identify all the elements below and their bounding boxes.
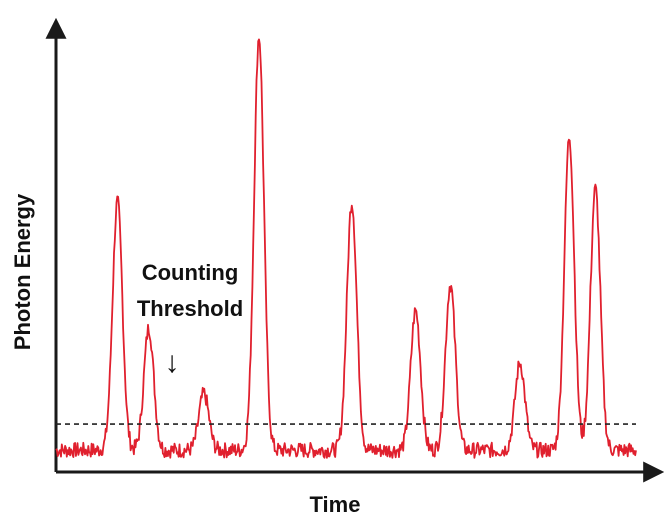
y-axis-label: Photon Energy xyxy=(10,193,35,350)
signal-trace xyxy=(55,38,637,459)
annotation-line1: Counting xyxy=(142,260,239,285)
annotation-line2: Threshold xyxy=(137,296,243,321)
axes xyxy=(45,17,665,483)
x-axis-label: Time xyxy=(310,492,361,514)
annotation-arrow: ↓ xyxy=(165,346,180,379)
